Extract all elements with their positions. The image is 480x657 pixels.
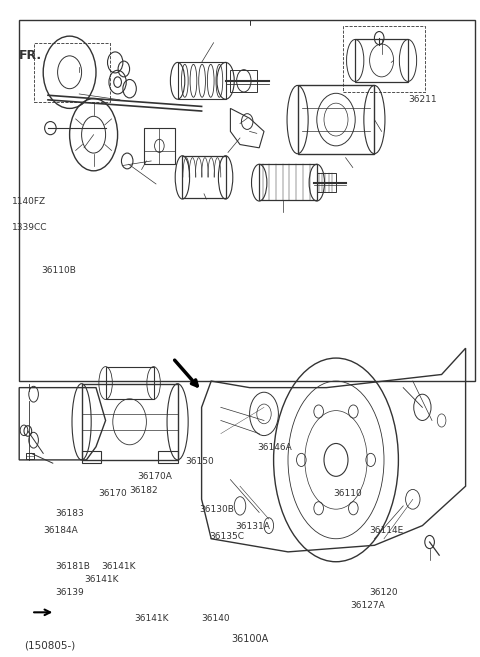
Bar <box>343 26 425 92</box>
Text: 36184A: 36184A <box>43 526 78 535</box>
Text: 36141K: 36141K <box>101 562 135 571</box>
Bar <box>144 128 175 164</box>
Bar <box>106 367 154 399</box>
Bar <box>19 20 475 381</box>
Text: 36170A: 36170A <box>137 472 172 481</box>
Text: 36135C: 36135C <box>209 532 244 541</box>
Text: 36182: 36182 <box>130 486 158 495</box>
Bar <box>259 164 317 200</box>
Bar <box>178 62 226 99</box>
Text: 36181B: 36181B <box>55 562 90 571</box>
Text: 36141K: 36141K <box>84 575 119 584</box>
Text: 36120: 36120 <box>370 588 398 597</box>
Bar <box>355 39 408 82</box>
Text: 36140: 36140 <box>202 614 230 623</box>
Text: 36150: 36150 <box>185 457 214 466</box>
Text: 36127A: 36127A <box>350 601 385 610</box>
Text: 36170: 36170 <box>98 489 127 499</box>
Text: 36130B: 36130B <box>199 505 234 514</box>
Text: 36139: 36139 <box>55 588 84 597</box>
Text: 36110: 36110 <box>334 489 362 499</box>
Bar <box>317 173 336 192</box>
Text: (150805-): (150805-) <box>24 641 75 650</box>
Text: FR.: FR. <box>19 49 42 62</box>
Bar <box>82 384 178 460</box>
Bar <box>82 451 101 463</box>
Text: 36141K: 36141K <box>134 614 169 623</box>
Text: 36100A: 36100A <box>231 634 268 644</box>
Text: 36183: 36183 <box>55 509 84 518</box>
Bar <box>298 85 374 154</box>
Text: 36146A: 36146A <box>257 443 291 453</box>
Text: 1339CC: 1339CC <box>12 223 48 233</box>
Bar <box>230 70 257 92</box>
Bar <box>34 43 110 102</box>
Text: 36114E: 36114E <box>370 526 404 535</box>
Text: 1140FZ: 1140FZ <box>12 197 46 206</box>
Text: 36110B: 36110B <box>41 266 76 275</box>
Bar <box>26 453 34 459</box>
Bar <box>182 156 226 198</box>
Text: 36131A: 36131A <box>235 522 270 532</box>
Bar <box>158 451 178 463</box>
Text: 36211: 36211 <box>408 95 437 104</box>
